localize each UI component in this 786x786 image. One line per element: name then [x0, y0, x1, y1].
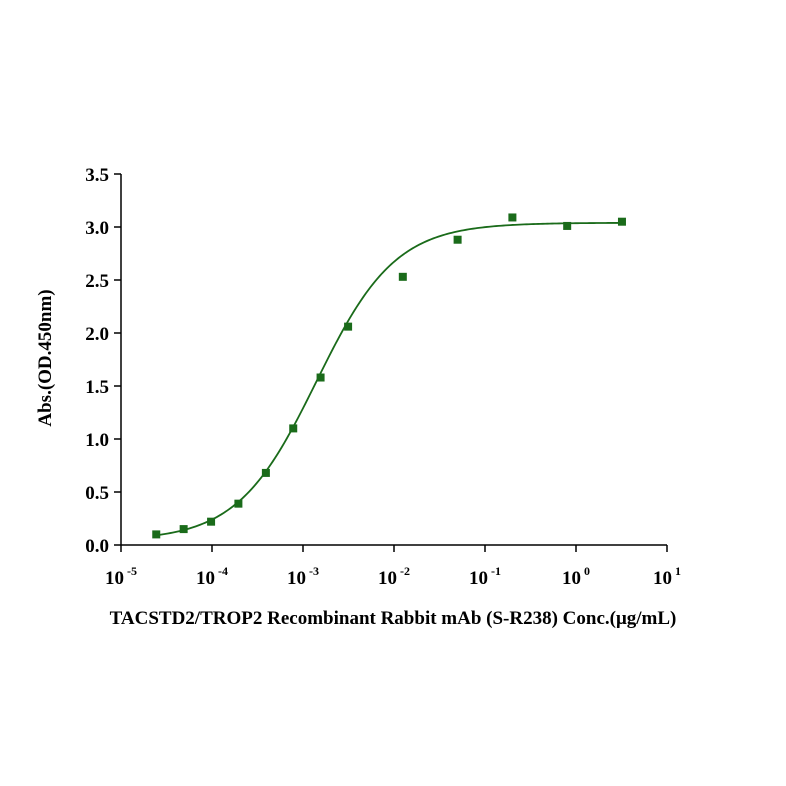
- x-tick-label: 10 -5: [105, 564, 137, 589]
- x-tick-label: 10 -2: [378, 564, 410, 589]
- y-axis-title: Abs.(OD.450nm): [35, 289, 56, 426]
- x-tick-label: 10 -4: [196, 564, 228, 589]
- data-point: [398, 272, 407, 281]
- axes: [120, 174, 667, 546]
- data-point: [453, 235, 462, 244]
- data-point: [344, 322, 353, 331]
- y-tick-label: 0.0: [85, 536, 109, 557]
- x-tick-label: 10 -1: [469, 564, 501, 589]
- x-ticks: 10 -5 10 -4 10 -3 10 -2 10 -1 10 0 10 1: [105, 545, 681, 589]
- y-tick-label: 2.0: [85, 324, 109, 345]
- data-point: [261, 468, 270, 477]
- y-tick-label: 3.5: [85, 165, 109, 186]
- x-tick-label: 10 0: [562, 564, 590, 589]
- data-points: [152, 213, 626, 539]
- data-point: [563, 221, 572, 230]
- y-tick-label: 2.5: [85, 271, 109, 292]
- fit-curve: [156, 222, 622, 537]
- y-tick-label: 1.5: [85, 377, 109, 398]
- y-ticks: 0.0 0.5 1.0 1.5 2.0 2.5 3.0 3.5: [85, 165, 121, 557]
- x-axis-title: TACSTD2/TROP2 Recombinant Rabbit mAb (S-…: [110, 608, 677, 629]
- y-tick-label: 3.0: [85, 218, 109, 239]
- data-point: [207, 517, 216, 526]
- data-point: [289, 424, 298, 433]
- data-point: [234, 499, 243, 508]
- x-tick-label: 10 -3: [287, 564, 319, 589]
- data-point: [316, 373, 325, 382]
- x-tick-label: 10 1: [653, 564, 681, 589]
- y-tick-label: 0.5: [85, 483, 109, 504]
- data-point: [179, 525, 188, 534]
- data-point: [508, 213, 517, 222]
- data-point: [152, 530, 161, 539]
- data-point: [617, 217, 626, 226]
- y-tick-label: 1.0: [85, 430, 109, 451]
